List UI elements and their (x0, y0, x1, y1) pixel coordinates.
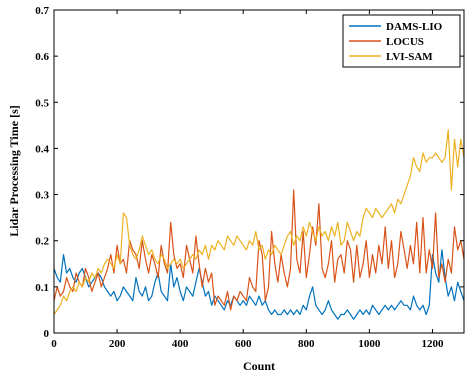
y-axis-label: Lidar Processing Time [s] (7, 105, 21, 236)
y-tick-label: 0.1 (35, 282, 49, 294)
y-tick-label: 0 (44, 328, 50, 340)
y-axis: 0 0.1 0.2 0.3 0.4 0.5 0.6 0.7 (35, 5, 464, 340)
y-tick-label: 0.6 (35, 51, 49, 63)
x-tick-label: 1000 (358, 338, 381, 350)
legend-label: LVI-SAM (386, 51, 433, 63)
y-tick-label: 0.5 (35, 97, 49, 109)
x-axis-label: Count (243, 359, 275, 373)
x-tick-label: 400 (172, 338, 189, 350)
x-axis: 0 200 400 600 800 1000 1200 (51, 10, 444, 350)
y-tick-label: 0.3 (35, 190, 49, 202)
y-tick-label: 0.2 (35, 236, 49, 248)
series-line-locus (53, 189, 465, 311)
y-tick-label: 0.7 (35, 5, 49, 17)
plot-area-frame (53, 9, 465, 334)
x-tick-label: 0 (51, 338, 57, 350)
legend-label: LOCUS (386, 36, 424, 48)
legend: DAMS-LIO LOCUS LVI-SAM (342, 14, 461, 68)
x-tick-label: 200 (109, 338, 126, 350)
y-tick-label: 0.4 (35, 143, 49, 155)
series-layer (53, 129, 465, 320)
series-line-dams-lio (53, 249, 465, 320)
x-tick-label: 1200 (421, 338, 444, 350)
x-tick-label: 600 (235, 338, 252, 350)
x-tick-label: 800 (298, 338, 315, 350)
legend-label: DAMS-LIO (386, 21, 443, 33)
series-line-lvi-sam (53, 129, 465, 315)
